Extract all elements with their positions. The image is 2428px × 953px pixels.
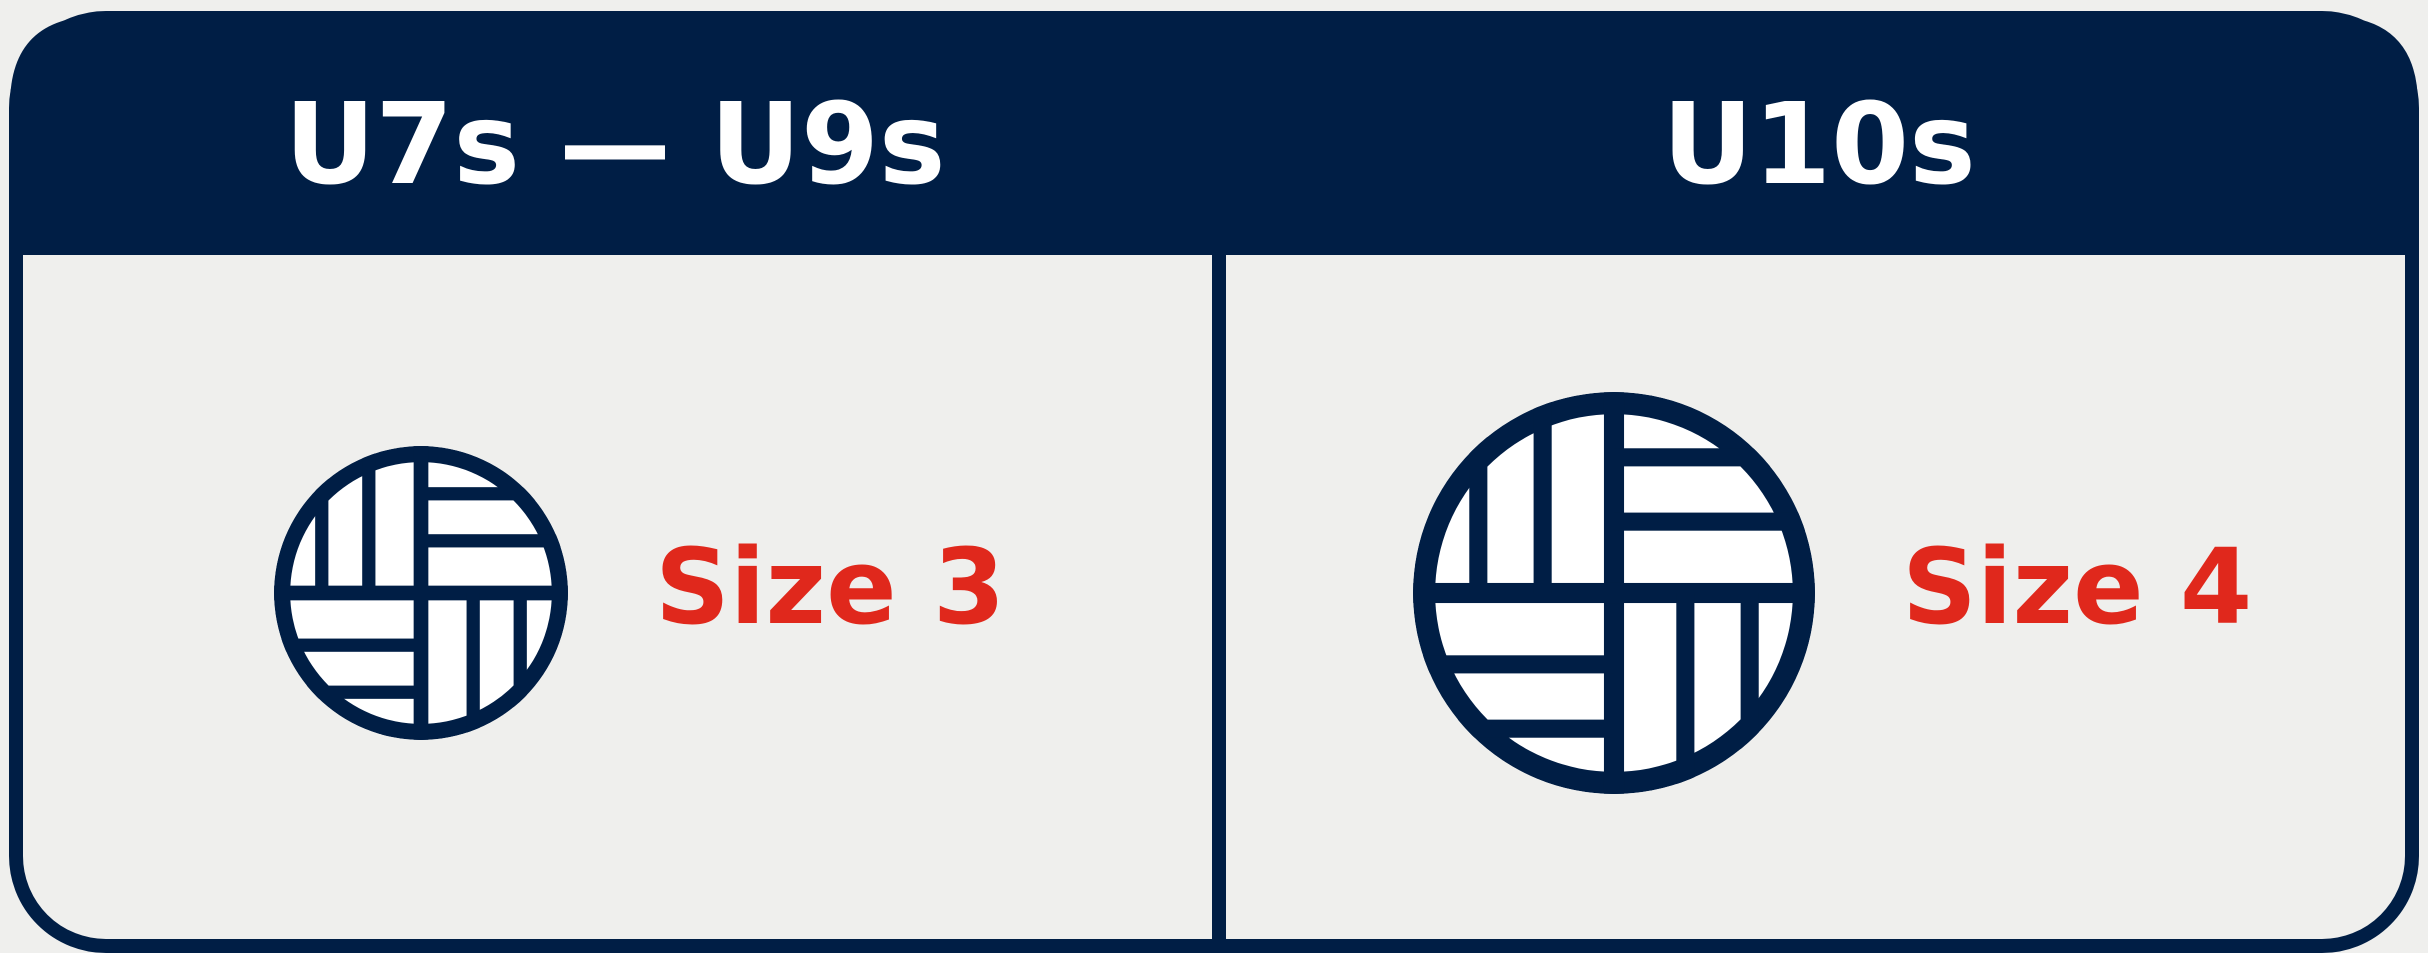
column-heading: U10s [1662,80,1975,210]
column-divider [1212,250,1226,950]
ball-icon [1413,392,1815,794]
ball-size: Size 3 [655,526,1005,648]
ball-icon [274,446,568,740]
column-heading: U7s — U9s [284,80,945,210]
ball-size: Size 4 [1902,526,2252,648]
table-header [10,16,2418,255]
